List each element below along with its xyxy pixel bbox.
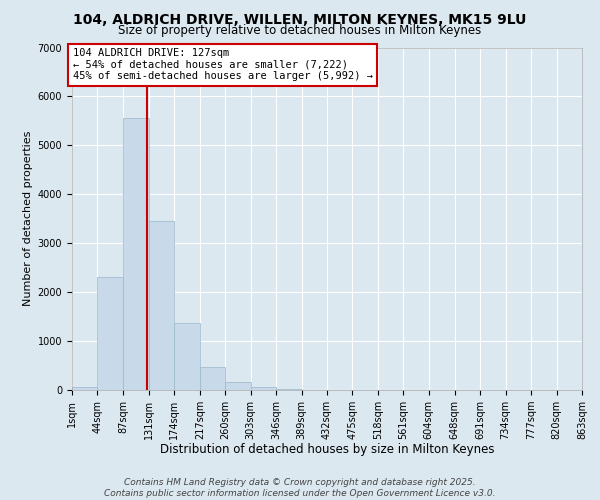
Bar [200,368,225,390]
Bar [123,118,149,390]
X-axis label: Distribution of detached houses by size in Milton Keynes: Distribution of detached houses by size … [160,444,494,456]
Bar [276,388,302,390]
Bar [175,323,200,390]
Y-axis label: Number of detached properties: Number of detached properties [23,131,34,306]
Bar [72,387,97,390]
Bar [251,388,276,390]
Text: 104, ALDRICH DRIVE, WILLEN, MILTON KEYNES, MK15 9LU: 104, ALDRICH DRIVE, WILLEN, MILTON KEYNE… [73,12,527,26]
Text: 104 ALDRICH DRIVE: 127sqm
← 54% of detached houses are smaller (7,222)
45% of se: 104 ALDRICH DRIVE: 127sqm ← 54% of detac… [73,48,373,82]
Bar [97,278,123,390]
Bar [149,221,175,390]
Text: Size of property relative to detached houses in Milton Keynes: Size of property relative to detached ho… [118,24,482,37]
Bar [225,382,251,390]
Text: Contains HM Land Registry data © Crown copyright and database right 2025.
Contai: Contains HM Land Registry data © Crown c… [104,478,496,498]
